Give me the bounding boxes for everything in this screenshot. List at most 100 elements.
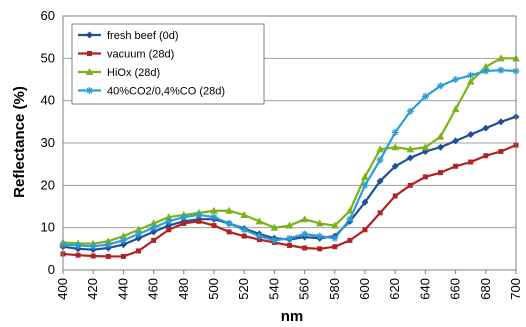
data-point [497,118,505,126]
data-point [105,253,111,259]
data-point [452,137,460,145]
data-point [421,143,430,151]
data-point [315,219,324,227]
data-point [85,68,94,75]
data-point [391,128,399,136]
legend-label: HiOx (28d) [107,67,160,79]
legend-label: vacuum (28d) [107,49,174,61]
y-tick-labels: 0 10 20 30 40 50 60 [41,8,55,277]
data-point [211,223,217,229]
data-point [466,77,475,85]
data-point [300,215,309,223]
data-point [406,107,414,115]
x-tick-label: 580 [327,278,342,300]
data-point [317,246,323,252]
data-point [438,170,443,176]
data-point [104,241,112,249]
x-tick-label: 680 [478,278,493,300]
y-tick-label: 20 [41,177,55,192]
y-tick-label: 0 [48,262,55,277]
data-point [376,177,384,185]
x-tick-label: 620 [387,278,402,300]
data-point [332,244,338,250]
data-point [150,224,158,232]
legend-label: 40%CO2/0,4%CO (28d) [107,86,225,98]
x-tick-label: 640 [417,278,432,300]
x-tick-label: 500 [206,278,221,300]
data-point [347,237,353,243]
data-point [452,76,460,83]
data-point [422,174,428,180]
x-tick-label: 400 [55,278,70,300]
data-point [467,71,475,79]
data-point [497,66,505,74]
data-point [362,227,368,233]
x-tick-label: 520 [236,278,251,300]
legend: fresh beef (0d) vacuum (28d) HiOx (28d) 40%… [71,23,265,105]
y-tick-label: 50 [41,50,55,65]
y-tick-label: 60 [41,8,55,23]
data-point [136,248,141,254]
data-point [180,213,188,221]
data-point [241,233,247,239]
data-point [225,219,233,227]
data-point [406,154,414,162]
data-point [270,236,278,244]
data-point [151,237,157,243]
legend-item: 40%CO2/0,4%CO (28d) [78,86,225,98]
series-markers [59,54,520,259]
data-point [497,54,505,62]
data-point [468,159,474,165]
data-point [302,245,308,251]
data-point [287,242,292,248]
data-point [498,148,504,154]
data-point [270,223,279,231]
data-point [89,242,97,250]
data-point [240,210,248,218]
data-point [255,232,263,240]
data-point [255,217,264,225]
data-point [225,206,233,214]
data-point [361,181,369,189]
legend-item: fresh beef (0d) [78,30,179,42]
data-point [482,62,490,70]
legend-box [71,23,265,105]
data-point [286,234,293,242]
x-tick-label: 480 [176,278,191,300]
x-tick-label: 540 [266,278,281,300]
x-tick-label: 700 [508,278,523,300]
data-point [75,252,81,258]
data-point [86,31,93,39]
data-point [392,193,398,199]
data-point [361,172,369,180]
data-point [285,221,294,229]
data-point [164,213,173,221]
data-point [226,229,232,235]
data-point [119,232,128,240]
data-point [134,225,143,233]
data-point [451,105,460,113]
x-tick-label: 600 [357,278,372,300]
data-point [210,213,218,221]
data-point [376,145,384,153]
data-point [436,132,445,140]
x-tick-label: 420 [85,278,100,300]
data-point [467,131,475,139]
data-point [181,220,187,226]
y-axis-title: Reflectance (%) [11,86,28,198]
data-point [240,226,248,234]
legend-item: vacuum (28d) [78,49,174,61]
data-point [119,236,127,244]
legend-label: fresh beef (0d) [107,30,179,42]
data-point [165,217,173,225]
data-point [361,198,369,206]
data-point [391,143,399,151]
data-point [210,206,218,214]
data-point [376,156,384,164]
plot-area-frame [62,15,517,271]
x-tick-label: 660 [448,278,463,300]
x-tick-label: 460 [146,278,161,300]
data-point [149,219,158,227]
data-point [196,218,202,224]
